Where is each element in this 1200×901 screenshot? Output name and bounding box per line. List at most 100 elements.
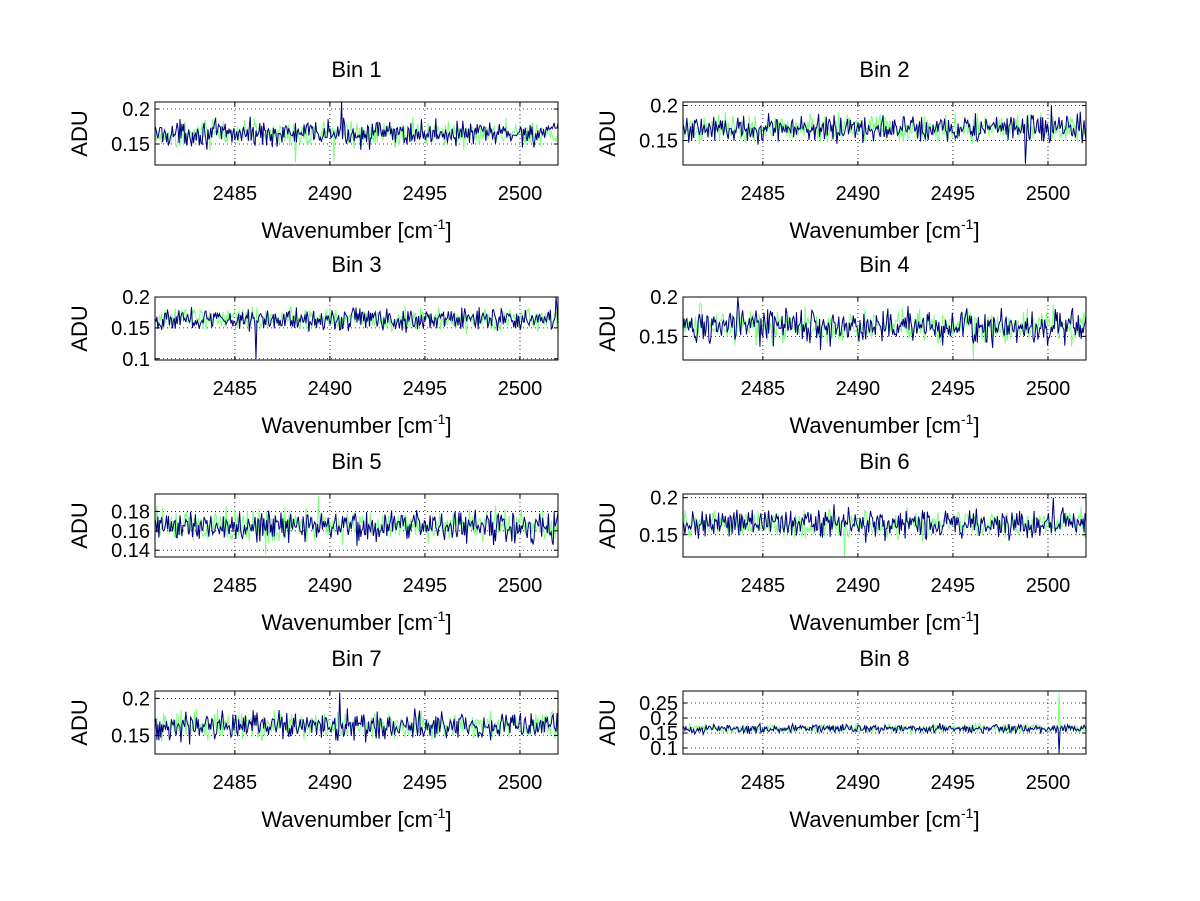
x-tick-label: 2485 [213,378,258,400]
x-axis-label: Wavenumber [cm-1] [261,411,451,438]
x-axis-label-text: Wavenumber [cm [789,807,961,832]
y-tick-label: 0.15 [639,326,678,348]
x-tick-label: 2490 [308,772,353,794]
subplot-grid: Bin 1 2485 2490 2495 2500 0.15 0.2 Wavenumber [… [67,57,1087,832]
grid [155,691,558,754]
x-axis-label-text: Wavenumber [cm [261,807,433,832]
series-line-blue [683,105,1086,164]
grid [155,296,558,360]
y-tick-label: 0.15 [111,134,150,156]
series-group [683,105,1086,164]
x-tick-label: 2500 [498,378,543,400]
axes-box [154,296,559,361]
x-axis-label-bracket: ] [973,807,979,832]
x-tick-label: 2490 [836,575,881,597]
subplot-bin-3: Bin 3 2485 2490 2495 2500 0.1 0.15 0.2 Wavenumbe… [67,252,559,438]
x-axis-label: Wavenumber [cm-1] [261,216,451,243]
subplot-bin-4: Bin 4 2485 2490 2495 2500 0.15 0.2 Wavenumber [… [595,252,1087,438]
y-tick-label: 0.1 [650,738,678,760]
grid [683,494,1086,557]
x-axis-label-bracket: ] [973,610,979,635]
y-tick-label: 0.15 [639,723,678,745]
x-tick-label: 2495 [931,575,976,597]
series-group [155,297,558,359]
x-axis-label-text: Wavenumber [cm [789,413,961,438]
x-axis-label-bracket: ] [445,218,451,243]
x-axis-label-text: Wavenumber [cm [789,610,961,635]
x-axis-label-exponent: -1 [433,411,446,427]
x-axis-label: Wavenumber [cm-1] [789,805,979,832]
series-line-blue [683,297,1086,351]
subplot-bin-2: Bin 2 2485 2490 2495 2500 0.15 0.2 Wavenumber [… [595,57,1087,243]
x-tick-label: 2495 [403,575,448,597]
y-axis-label: ADU [67,305,92,351]
y-tick-label: 0.2 [650,488,678,510]
series-group [155,495,558,555]
x-tick-label: 2490 [836,378,881,400]
x-tick-label: 2490 [308,575,353,597]
x-axis-label-exponent: -1 [961,805,974,821]
y-tick-label: 0.2 [122,99,150,121]
y-axis-label: ADU [595,110,620,156]
series-line-blue [683,497,1086,543]
subplot-title: Bin 2 [859,57,909,82]
axes-box [682,101,1087,166]
subplot-bin-8: Bin 8 2485 2490 2495 2500 0.10.150.20.25 Waven… [595,646,1087,832]
series-group [155,692,558,745]
subplot-title: Bin 5 [331,449,381,474]
subplot-title: Bin 8 [859,646,909,671]
y-tick-label: 0.16 [111,521,150,543]
y-axis-label: ADU [67,502,92,548]
subplot-title: Bin 1 [331,57,381,82]
x-tick-label: 2490 [308,183,353,205]
x-axis-label: Wavenumber [cm-1] [789,411,979,438]
x-tick-label: 2500 [1026,772,1071,794]
grid [683,691,1086,754]
x-tick-label: 2500 [498,772,543,794]
x-tick-label: 2485 [213,183,258,205]
grid [155,102,558,165]
subplot-bin-7: Bin 7 2485 2490 2495 2500 0.15 0.2 Wavenumber [… [67,646,559,832]
series-line-blue [683,722,1086,754]
axes-box [682,296,1087,361]
axes-box [154,101,559,166]
subplot-title: Bin 3 [331,252,381,277]
y-axis-label: ADU [595,502,620,548]
series-group [683,297,1086,360]
y-tick-label: 0.2 [122,287,150,309]
grid [683,102,1086,165]
axes-box [682,690,1087,755]
series-line-blue [155,102,558,150]
x-axis-label-exponent: -1 [961,411,974,427]
subplot-title: Bin 7 [331,646,381,671]
subplot-title: Bin 6 [859,449,909,474]
y-tick-label: 0.2 [122,688,150,710]
x-axis-label-exponent: -1 [433,805,446,821]
x-axis-label: Wavenumber [cm-1] [261,608,451,635]
series-line-blue [155,692,558,745]
y-tick-label: 0.15 [111,318,150,340]
x-tick-label: 2495 [931,378,976,400]
x-tick-label: 2500 [1026,575,1071,597]
series-line-green [683,302,1086,360]
x-tick-label: 2490 [836,772,881,794]
x-axis-label-bracket: ] [445,807,451,832]
x-tick-label: 2485 [213,772,258,794]
x-axis-label-bracket: ] [445,413,451,438]
x-axis-label-exponent: -1 [433,608,446,624]
x-tick-label: 2490 [308,378,353,400]
grid [683,296,1086,360]
x-axis-label-bracket: ] [973,218,979,243]
subplot-bin-5: Bin 5 2485 2490 2495 2500 0.140.160.18 Wavenum… [67,449,559,635]
x-axis-label: Wavenumber [cm-1] [789,608,979,635]
x-tick-label: 2495 [403,183,448,205]
subplot-bin-6: Bin 6 2485 2490 2495 2500 0.15 0.2 Wavenumber [… [595,449,1087,635]
y-tick-label: 0.1 [122,349,150,371]
x-tick-label: 2495 [931,183,976,205]
y-tick-label: 0.2 [650,287,678,309]
x-axis-label-text: Wavenumber [cm [261,413,433,438]
subplot-bin-1: Bin 1 2485 2490 2495 2500 0.15 0.2 Wavenumber [… [67,57,559,243]
x-tick-label: 2500 [498,575,543,597]
subplot-title: Bin 4 [859,252,909,277]
